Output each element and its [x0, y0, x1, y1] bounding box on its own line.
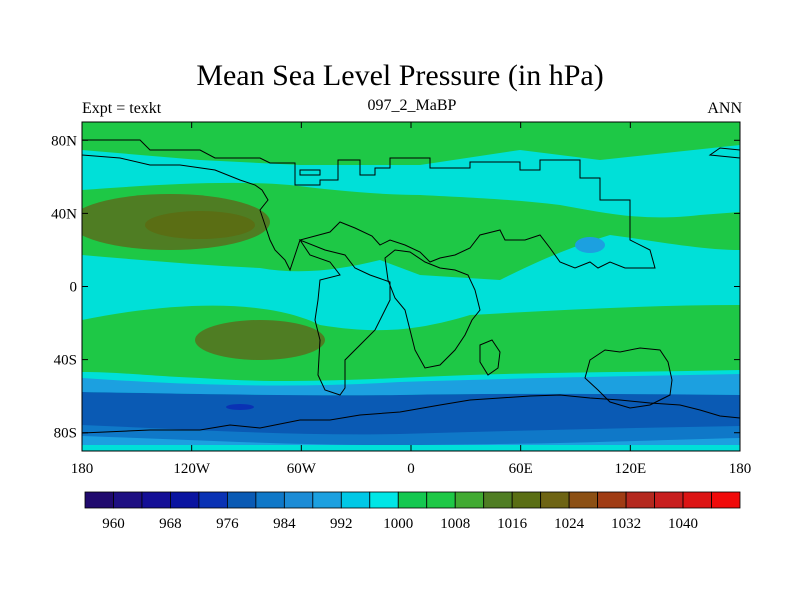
x-tick-label: 60E — [509, 461, 533, 477]
map-title: Mean Sea Level Pressure (in hPa) — [196, 59, 604, 92]
colorbar-label: 1032 — [611, 516, 641, 532]
colorbar-label: 984 — [273, 516, 296, 532]
case-label: 097_2_MaBP — [367, 97, 457, 114]
colorbar-label: 976 — [216, 516, 239, 532]
colorbar-label: 1024 — [554, 516, 585, 532]
coastlines — [82, 139, 740, 434]
colorbar-label: 960 — [102, 516, 125, 532]
colorbar-swatch — [397, 491, 428, 509]
colorbar-swatch — [141, 491, 171, 509]
colorbar-swatch — [483, 491, 513, 509]
colorbar-label: 1000 — [383, 516, 413, 532]
y-tick-label: 40N — [51, 206, 77, 222]
colorbar-swatch — [312, 491, 342, 509]
south-pacific-high — [195, 320, 325, 360]
colorbar-swatch — [625, 491, 655, 509]
pressure-field — [82, 122, 740, 451]
colorbar-swatch — [682, 491, 712, 509]
x-tick-label: 120E — [614, 461, 646, 477]
asian-monsoon-low — [575, 237, 605, 253]
colorbar-label: 992 — [330, 516, 353, 532]
colorbar-swatch — [198, 491, 228, 509]
x-tick-label: 180 — [729, 461, 752, 477]
colorbar-swatch — [426, 491, 456, 509]
x-tick-label: 0 — [407, 461, 415, 477]
colorbar-swatch — [84, 491, 114, 509]
colorbar-swatch — [654, 491, 684, 509]
x-axis: 180 120W 60W 0 60E 120E 180 — [71, 122, 752, 477]
y-tick-label: 80N — [51, 133, 77, 149]
colorbar-label: 1040 — [668, 516, 698, 532]
colorbar-swatch — [369, 491, 399, 509]
colorbar-swatch — [283, 491, 314, 509]
y-tick-label: 40S — [54, 353, 77, 369]
colorbar-label: 968 — [159, 516, 182, 532]
north-polar-high — [82, 122, 740, 165]
colorbar-swatch — [568, 491, 599, 509]
colorbar-swatch — [255, 491, 285, 509]
colorbar-swatch — [340, 491, 371, 509]
x-tick-label: 120W — [173, 461, 211, 477]
x-tick-label: 180 — [71, 461, 94, 477]
colorbar-swatch — [170, 491, 200, 509]
north-pacific-high-core — [145, 211, 255, 239]
colorbar-swatch — [711, 491, 741, 509]
season-label: ANN — [707, 100, 742, 117]
experiment-label: Expt = texkt — [82, 100, 162, 117]
colorbar-swatch — [454, 491, 485, 509]
y-tick-label: 0 — [70, 280, 78, 296]
x-tick-label: 60W — [287, 461, 317, 477]
colorbar-label: 1008 — [440, 516, 470, 532]
colorbar-label: 1016 — [497, 516, 528, 532]
colorbar-swatch — [113, 491, 143, 509]
colorbar-swatch — [226, 491, 257, 509]
southern-deep-low — [226, 404, 254, 410]
colorbar: 960 968 976 984 992 1000 1008 1016 1024 1032 1040 — [84, 491, 741, 532]
colorbar-swatch — [540, 491, 570, 509]
y-tick-label: 80S — [54, 426, 77, 442]
colorbar-swatch — [597, 491, 627, 509]
colorbar-swatch — [511, 491, 542, 509]
y-axis: 80N 40N 0 40S 80S — [51, 133, 740, 442]
southern-ocean-gradient — [82, 374, 740, 396]
